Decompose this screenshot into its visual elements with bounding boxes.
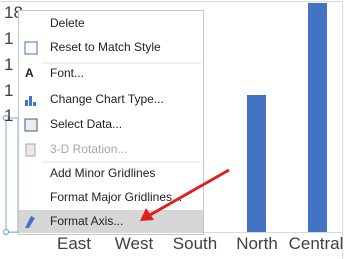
menu-highlight [19, 210, 203, 233]
x-tick-label: South [173, 234, 217, 253]
menu-icon [25, 100, 28, 106]
x-tick-label: North [236, 234, 278, 253]
menu-item[interactable]: Format Axis... [50, 214, 123, 228]
menu-icon [29, 96, 32, 106]
menu-icon: A [25, 66, 34, 80]
menu-item: 3-D Rotation... [50, 142, 127, 156]
menu-item[interactable]: Select Data... [50, 117, 122, 131]
annotation-arrow-head [140, 208, 154, 221]
menu-item[interactable]: Reset to Match Style [50, 40, 161, 54]
menu-icon [25, 143, 36, 157]
handle[interactable] [3, 229, 9, 235]
y-tick-label: 1 [4, 29, 13, 48]
x-tick-label: West [115, 234, 154, 253]
context-menu: Delete Reset to Match Style A Font... Change… [18, 10, 204, 235]
x-tick-label: Central [289, 234, 344, 253]
handle[interactable] [3, 115, 9, 121]
menu-icon [25, 216, 35, 228]
bar [247, 95, 266, 232]
annotation-arrow [149, 168, 230, 217]
x-tick-label: East [57, 234, 91, 253]
bar [308, 3, 327, 232]
menu-icon [33, 102, 36, 106]
y-tick-label: 1 [4, 106, 13, 125]
y-tick-label: 1 [4, 55, 13, 74]
menu-item[interactable]: Format Major Gridlines... [50, 190, 182, 204]
menu-item[interactable]: Delete [50, 16, 85, 30]
menu-item[interactable]: Change Chart Type... [50, 92, 164, 106]
menu-icon [24, 118, 38, 132]
menu-icon [24, 41, 38, 55]
menu-panel [18, 10, 204, 235]
y-tick-label: 1 [4, 81, 13, 100]
menu-item[interactable]: Add Minor Gridlines [50, 166, 155, 180]
menu-item[interactable]: Font... [50, 66, 84, 80]
